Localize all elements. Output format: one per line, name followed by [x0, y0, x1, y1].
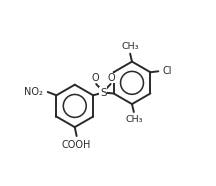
Text: S: S	[100, 88, 107, 97]
Text: O: O	[92, 73, 99, 83]
Text: NO₂: NO₂	[24, 87, 43, 97]
Text: O: O	[107, 73, 115, 83]
Text: Cl: Cl	[162, 66, 172, 76]
Text: COOH: COOH	[62, 140, 91, 150]
Text: CH₃: CH₃	[121, 42, 139, 51]
Text: CH₃: CH₃	[125, 115, 143, 124]
